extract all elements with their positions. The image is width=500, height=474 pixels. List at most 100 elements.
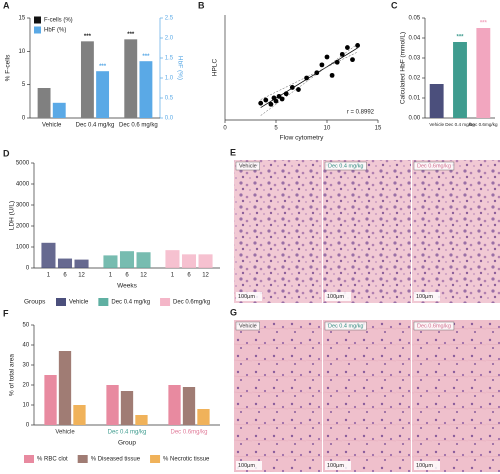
histology-image (412, 160, 500, 303)
legend-label: Dec 0.4 mg/kg (111, 300, 150, 306)
image-label-box (413, 161, 455, 171)
bar (106, 385, 119, 425)
point (345, 45, 350, 50)
y-tick-label: 4000 (16, 182, 30, 188)
histology-image (234, 320, 322, 472)
x-tick-label: Vehicle (55, 430, 75, 436)
y-tick-label: 10 (19, 49, 26, 55)
significance: *** (84, 34, 92, 40)
scale-box (325, 461, 351, 470)
bar (124, 39, 138, 119)
bar (165, 250, 180, 268)
y-tick-label: 10 (23, 403, 30, 409)
image-label: Dec 0.4 mg/kg (328, 163, 363, 169)
x-tick-label: Dec 0.4 mg/kg (108, 430, 147, 436)
scale-box (236, 461, 262, 470)
image-label: Dec 0.4 mg/kg (328, 323, 363, 329)
y-tick-label: 2.5 (165, 16, 174, 22)
bar (139, 61, 153, 118)
x-axis-label: Weeks (117, 283, 137, 290)
panel-letter: A (3, 0, 10, 10)
x-tick-label: 0 (223, 126, 227, 132)
legend-swatch (98, 298, 109, 306)
scale-label: 100μm (238, 294, 255, 300)
y-tick-label: 0.02 (409, 76, 421, 82)
bar (453, 42, 467, 118)
y-tick-label: 15 (19, 16, 26, 22)
bar (198, 254, 213, 268)
y-tick-label: 1.0 (165, 76, 174, 82)
point (279, 96, 285, 102)
point (319, 62, 325, 68)
histology-image (323, 320, 411, 472)
bar (103, 255, 118, 268)
scale-box (414, 461, 440, 470)
legend-label: % Diseased tissue (91, 457, 141, 463)
y-tick-label: 40 (23, 343, 30, 349)
point (263, 97, 269, 103)
histology-image (234, 160, 322, 303)
y-tick-label: 0.5 (165, 96, 174, 102)
bar (119, 251, 135, 268)
significance: *** (142, 54, 150, 60)
scale-label: 100μm (327, 463, 344, 469)
bar (80, 41, 94, 119)
y-tick-label: 0.05 (409, 16, 421, 22)
significance: *** (480, 21, 488, 27)
y-tick-label: 2000 (16, 224, 30, 230)
bar (168, 385, 181, 425)
point (350, 57, 355, 63)
x-tick-label: Dec 0.4 mg/kg (76, 123, 115, 129)
y-tick-label: 1000 (16, 245, 30, 251)
y-tick-label: 30 (23, 363, 30, 369)
bar (181, 254, 197, 268)
bar (96, 71, 110, 118)
bar (41, 242, 56, 268)
fit-line (260, 47, 358, 108)
y-tick-label: 0.04 (409, 36, 421, 42)
x-tick-label: 12 (78, 273, 85, 279)
legend-swatch (34, 26, 41, 34)
legend-label: F-cells (%) (44, 18, 73, 24)
legend-label: % RBC clot (37, 457, 68, 463)
legend-swatch (77, 455, 88, 463)
x-tick-label: 10 (324, 126, 331, 132)
scale-label: 100μm (416, 294, 433, 300)
image-label-box (324, 161, 367, 171)
y-tick-label: 2.0 (165, 36, 174, 42)
x-tick-label: 1 (171, 273, 175, 279)
y-tick-label: 50 (23, 323, 30, 329)
scale-label: 100μm (327, 294, 344, 300)
y-tick-label: 5 (22, 82, 26, 88)
legend-label: Dec 0.6mg/kg (173, 300, 210, 306)
y-tick-label: 0 (22, 116, 26, 122)
significance: *** (99, 64, 107, 70)
panel-letter: C (391, 0, 398, 10)
legend-label: Vehicle (69, 300, 89, 306)
bar (182, 387, 196, 425)
scale-box (414, 292, 440, 301)
point (324, 54, 330, 60)
panel-letter: D (3, 148, 10, 158)
panel-letter: G (230, 307, 237, 317)
legend-swatch (150, 455, 161, 463)
image-label-box (235, 321, 260, 331)
y-axis-label: % of total area (9, 354, 16, 396)
y2-axis-label: HbF (%) (176, 56, 183, 80)
point (258, 100, 264, 106)
x-tick-label: Dec 0.6mg/kg (170, 430, 207, 436)
y-tick-label: 0.0 (165, 116, 174, 122)
scale-label: 100μm (238, 463, 255, 469)
x-tick-label: 6 (187, 273, 191, 279)
y-axis-label: LDH (U/L) (9, 201, 16, 230)
panel-letter: F (3, 308, 9, 318)
x-tick-label: 15 (375, 126, 382, 132)
confidence-band (260, 43, 358, 116)
x-tick-label: 5 (274, 126, 278, 132)
x-tick-label: Dec 0.6 mg/kg (119, 123, 158, 129)
x-tick-label: 1 (109, 273, 113, 279)
bar (73, 405, 86, 425)
bar (197, 409, 210, 425)
panel-letter: E (230, 147, 236, 157)
bar (57, 258, 73, 268)
